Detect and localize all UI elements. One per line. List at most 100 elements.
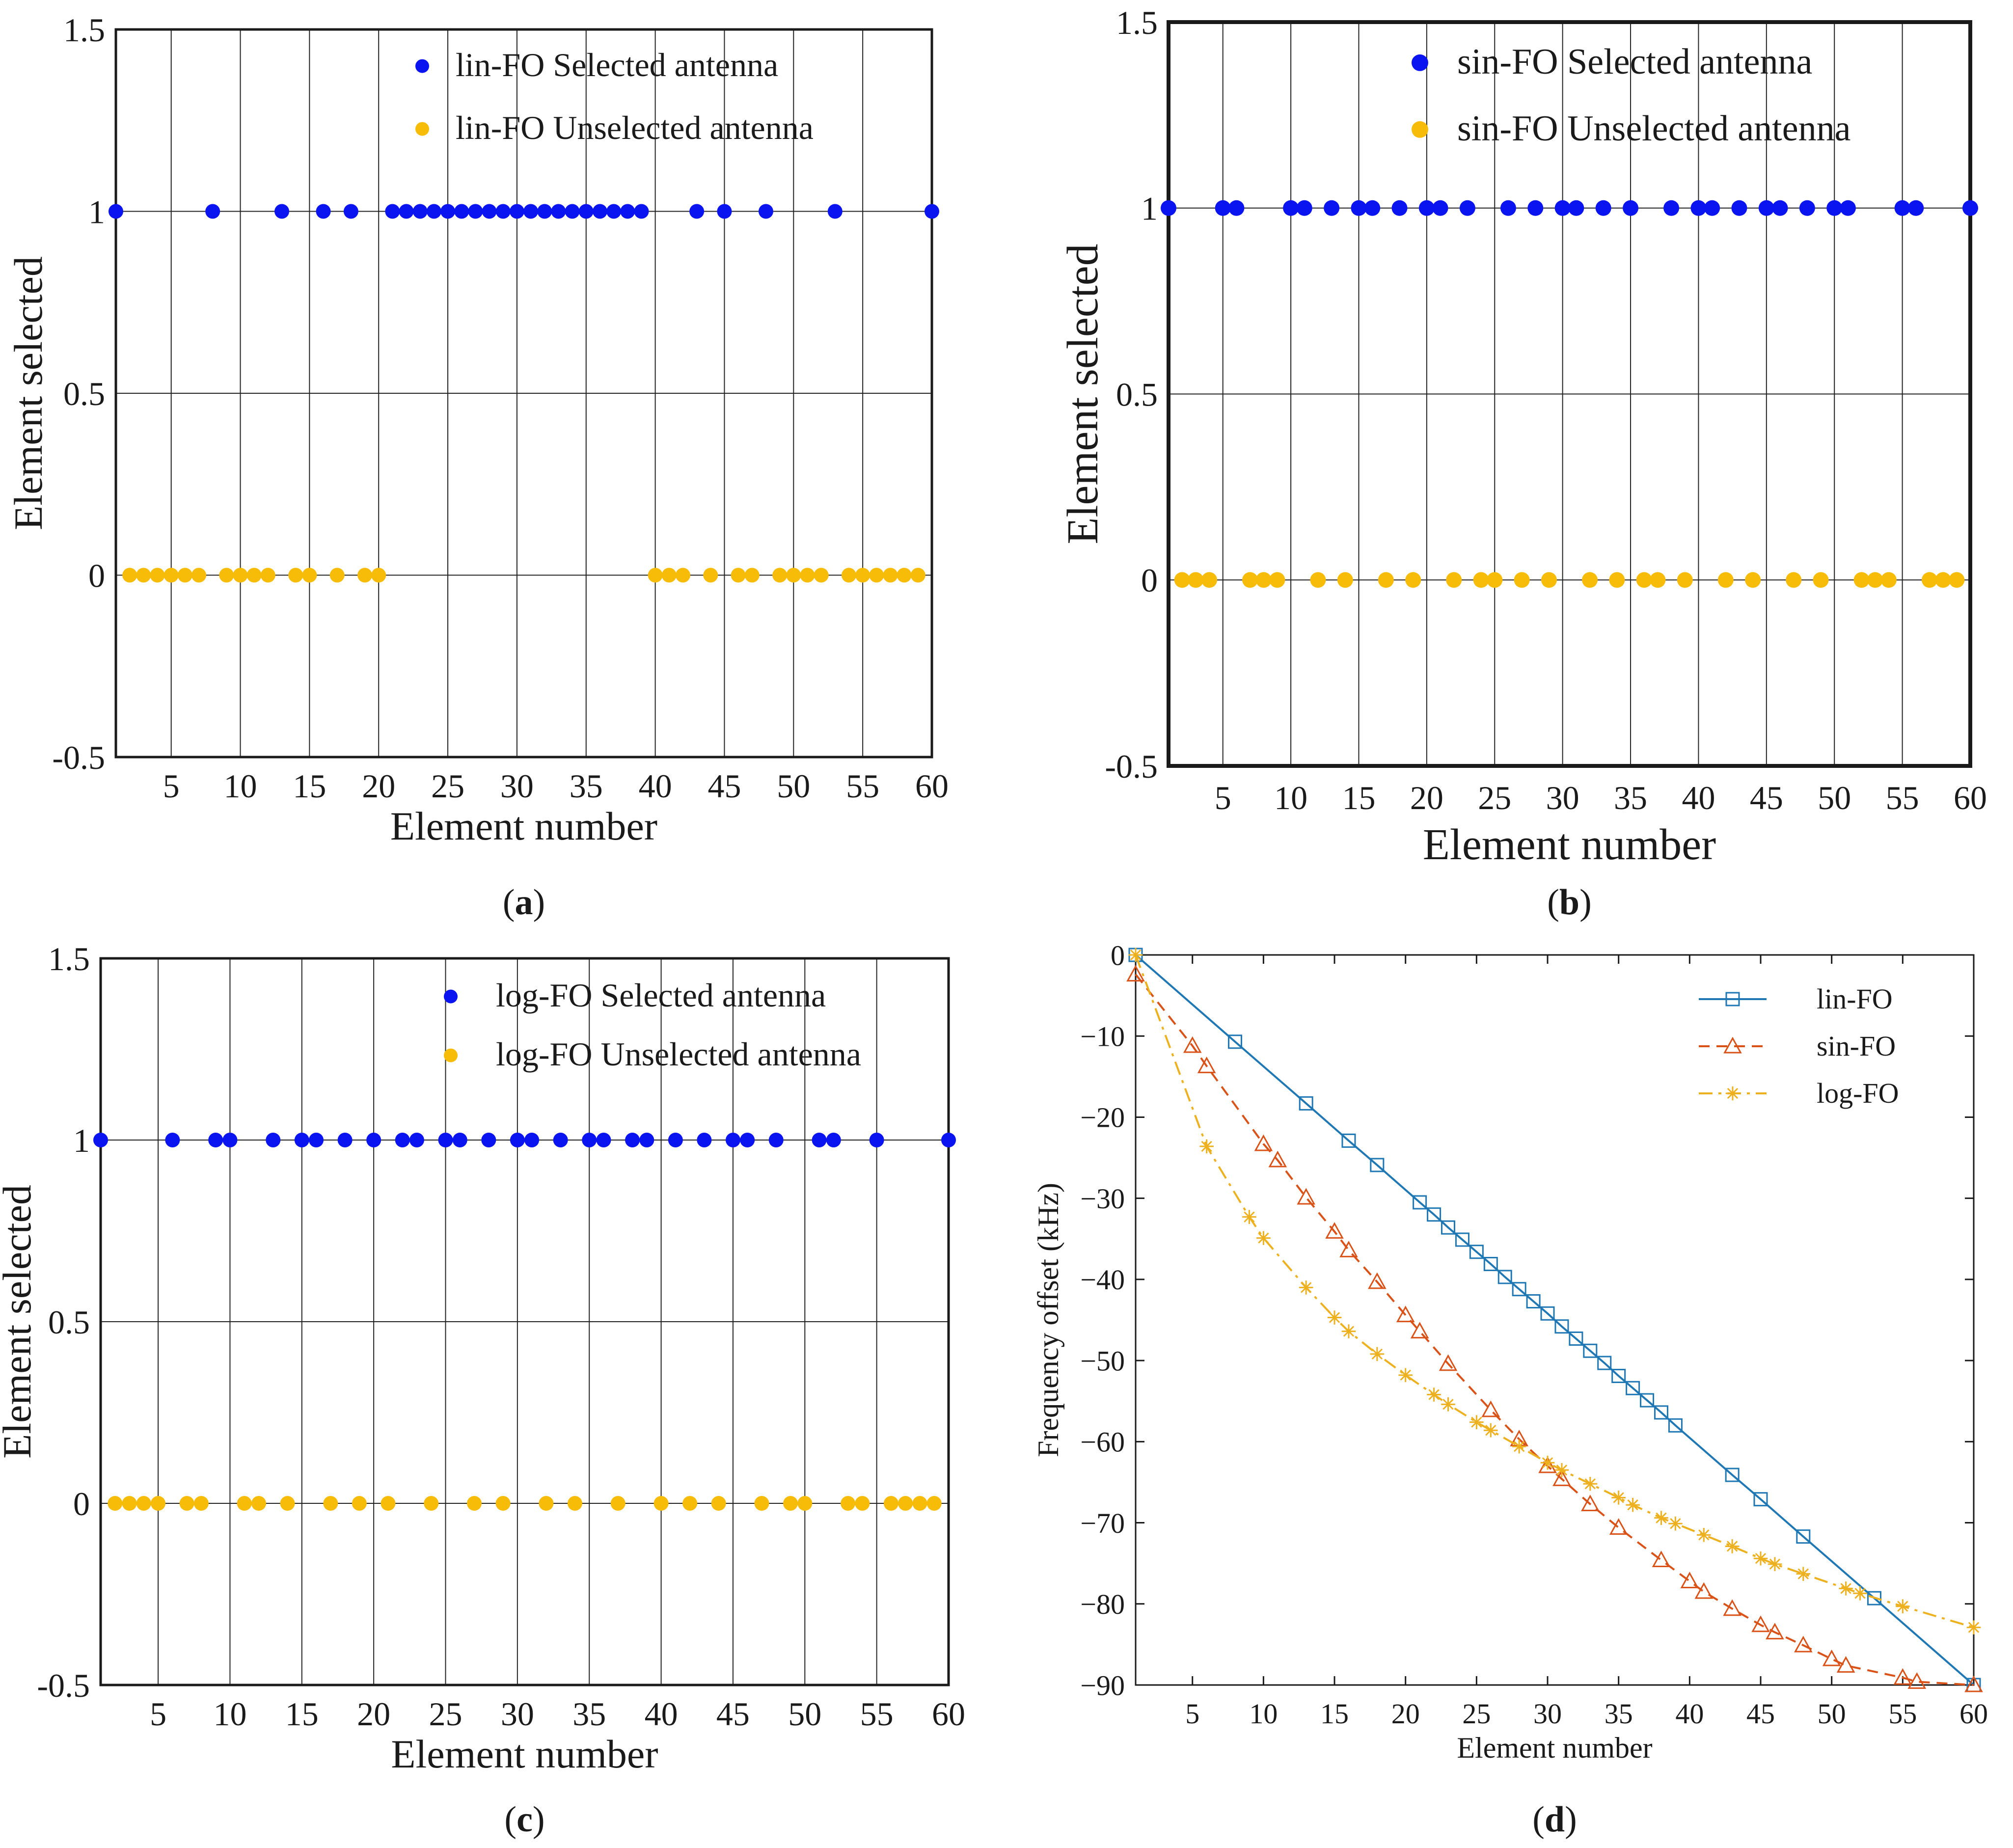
series-marker <box>1427 1207 1442 1222</box>
axes-box <box>1167 20 1972 768</box>
x-tick-label: 50 <box>788 1695 821 1733</box>
unselected-antenna-point <box>177 568 192 583</box>
selected-antenna-point <box>509 204 524 219</box>
legend-label: log-FO Selected antenna <box>496 977 826 1014</box>
unselected-antenna-point <box>179 1496 194 1511</box>
x-tick-label: 40 <box>1675 1698 1704 1730</box>
selected-antenna-point <box>205 204 220 219</box>
unselected-antenna-point <box>855 1496 870 1511</box>
selected-antenna-point <box>1161 200 1176 216</box>
selected-antenna-point <box>1432 200 1448 216</box>
x-tick-label: 30 <box>501 1695 534 1733</box>
unselected-antenna-point <box>1337 572 1353 588</box>
y-axis-label: Frequency offset (kHz) <box>1032 1183 1064 1457</box>
x-tick-label: 15 <box>285 1695 319 1733</box>
unselected-antenna-point <box>1188 572 1204 588</box>
selected-antenna-point <box>366 1133 381 1147</box>
unselected-antenna-point <box>648 568 663 583</box>
unselected-antenna-point <box>251 1496 266 1511</box>
series-marker <box>1299 1096 1313 1111</box>
y-tick-label: -0.5 <box>52 739 105 776</box>
y-tick-label: 0.5 <box>48 1304 90 1341</box>
axes-box <box>99 957 950 1686</box>
y-tick-label: -0.5 <box>1105 748 1158 785</box>
selected-antenna-point <box>725 1133 740 1147</box>
selected-antenna-point <box>309 1133 324 1147</box>
selected-antenna-point <box>1418 200 1435 216</box>
series-marker <box>1853 1586 1867 1601</box>
unselected-antenna-point <box>193 1496 209 1511</box>
selected-antenna-point <box>1364 200 1381 216</box>
selected-antenna-point <box>1704 200 1720 216</box>
chart-panel-b: 5 10 15 20 25 30 35 40 45 50 55 60 -0.5 0 0.5 1 1.5 Eleme… <box>1059 4 1987 923</box>
unselected-antenna-point <box>237 1496 252 1511</box>
selected-antenna-point <box>1500 200 1516 216</box>
unselected-antenna-point <box>897 568 912 583</box>
selected-antenna-point <box>1731 200 1747 216</box>
unselected-antenna-point <box>653 1496 669 1511</box>
panel-caption: (c) <box>504 1799 544 1840</box>
chart-panel-a: 5 10 15 20 25 30 35 40 45 50 55 60 -0.5 0 0.5 1 1.5 Eleme… <box>6 11 949 923</box>
x-tick-label: 10 <box>1274 779 1307 816</box>
x-tick-label: 10 <box>213 1695 246 1733</box>
series-marker <box>1725 1468 1740 1482</box>
series-marker <box>1370 1347 1385 1361</box>
selected-antenna-point <box>495 204 511 219</box>
series-marker <box>1839 1581 1853 1596</box>
selected-antenna-point <box>1595 200 1611 216</box>
legend-label: lin-FO Unselected antenna <box>456 109 814 146</box>
unselected-antenna-point <box>539 1496 554 1511</box>
series-marker <box>1680 1572 1699 1589</box>
series-marker <box>1441 1220 1456 1235</box>
unselected-antenna-point <box>1880 572 1897 588</box>
y-tick-label: −20 <box>1080 1102 1125 1134</box>
unselected-antenna-point <box>1310 572 1326 588</box>
series-marker <box>1554 1463 1569 1477</box>
x-tick-label: 20 <box>1410 779 1443 816</box>
selected-antenna-point <box>768 1133 784 1147</box>
series-marker <box>1552 1469 1571 1486</box>
selected-antenna-point <box>426 204 441 219</box>
x-tick-label: 60 <box>1954 779 1987 816</box>
unselected-antenna-point <box>288 568 303 583</box>
series-marker <box>1126 965 1145 982</box>
x-tick-label: 55 <box>846 767 879 805</box>
x-tick-label: 45 <box>1750 779 1783 816</box>
unselected-antenna-point <box>1677 572 1693 588</box>
series-marker <box>1796 1529 1811 1544</box>
x-tick-label: 15 <box>1320 1698 1349 1730</box>
series-marker <box>1228 1034 1243 1049</box>
selected-antenna-point <box>510 1133 525 1147</box>
unselected-antenna-point <box>797 1496 813 1511</box>
series-marker <box>1254 1134 1273 1151</box>
series-marker <box>1341 1324 1356 1338</box>
x-tick-label: 5 <box>150 1695 166 1733</box>
selected-antenna-point <box>582 1133 597 1147</box>
series-marker <box>1368 1272 1387 1289</box>
legend-marker <box>415 59 429 73</box>
selected-antenna-point <box>925 204 939 219</box>
selected-antenna-point <box>620 204 635 219</box>
unselected-antenna-point <box>302 568 317 583</box>
selected-antenna-point <box>697 1133 712 1147</box>
unselected-antenna-point <box>1949 572 1965 588</box>
unselected-antenna-point <box>912 1496 927 1511</box>
series-marker <box>1197 1057 1216 1073</box>
legend-label: lin-FO <box>1817 983 1893 1015</box>
series-marker <box>1554 1319 1569 1334</box>
x-tick-label: 60 <box>1959 1698 1988 1730</box>
y-tick-label: −70 <box>1080 1507 1125 1539</box>
selected-antenna-point <box>440 204 456 219</box>
series-marker <box>1396 1305 1415 1323</box>
selected-antenna-point <box>452 1133 467 1147</box>
selected-antenna-point <box>1554 200 1571 216</box>
y-tick-label: −60 <box>1080 1426 1125 1458</box>
unselected-antenna-point <box>610 1496 626 1511</box>
legend-label: sin-FO <box>1817 1030 1896 1062</box>
selected-antenna-point <box>337 1133 353 1147</box>
x-tick-label: 20 <box>362 767 395 805</box>
selected-antenna-point <box>165 1133 180 1147</box>
y-tick-label: -0.5 <box>37 1667 90 1704</box>
x-tick-label: 40 <box>639 767 672 805</box>
series-marker <box>1966 1620 1981 1634</box>
